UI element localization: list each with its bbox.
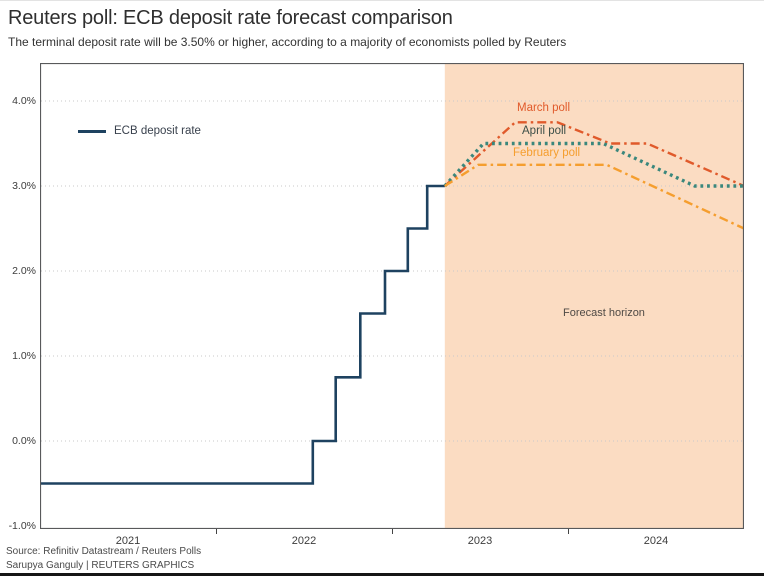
forecast-region [444, 64, 743, 528]
series-line-march-poll [443, 121, 744, 188]
annotation-forecast-horizon: Forecast horizon [563, 307, 645, 319]
x-axis-label-2022: 2022 [291, 535, 317, 547]
plot-border [40, 63, 744, 529]
y-axis-label--1.0%: -1.0% [8, 520, 36, 532]
y-axis-label-1.0%: 1.0% [12, 350, 36, 362]
legend-label: ECB deposit rate [114, 125, 201, 137]
plot-area [40, 63, 744, 529]
annotation-march-poll: March poll [517, 102, 571, 114]
source-note: Source: Refinitiv Datastream / Reuters P… [6, 546, 202, 557]
x-axis-label-2024: 2024 [643, 535, 669, 547]
legend-line-swatch-icon [78, 129, 106, 133]
page-subtitle: The terminal deposit rate will be 3.50% … [8, 35, 567, 49]
series-line-february-poll [444, 163, 744, 230]
x-axis-label-2023: 2023 [467, 535, 493, 547]
x-axis-label-2021: 2021 [115, 535, 141, 547]
legend: ECB deposit rate [78, 125, 201, 137]
y-axis-label-2.0%: 2.0% [12, 265, 36, 277]
y-axis-label-4.0%: 4.0% [12, 95, 36, 107]
bottom-rule [0, 573, 764, 576]
annotation-february-poll: February poll [513, 147, 581, 159]
credit-note: Sarupya Ganguly | REUTERS GRAPHICS [6, 560, 195, 571]
x-axis-tick-2024 [568, 529, 569, 534]
page-title: Reuters poll: ECB deposit rate forecast … [8, 7, 453, 29]
y-axis-label-0.0%: 0.0% [12, 435, 36, 447]
x-axis-tick-2023 [392, 529, 393, 534]
series-line-ecb-deposit-rate [40, 184, 445, 485]
annotation-april-poll: April poll [522, 125, 567, 137]
x-axis-tick-2022 [216, 529, 217, 534]
y-axis-label-3.0%: 3.0% [12, 180, 36, 192]
